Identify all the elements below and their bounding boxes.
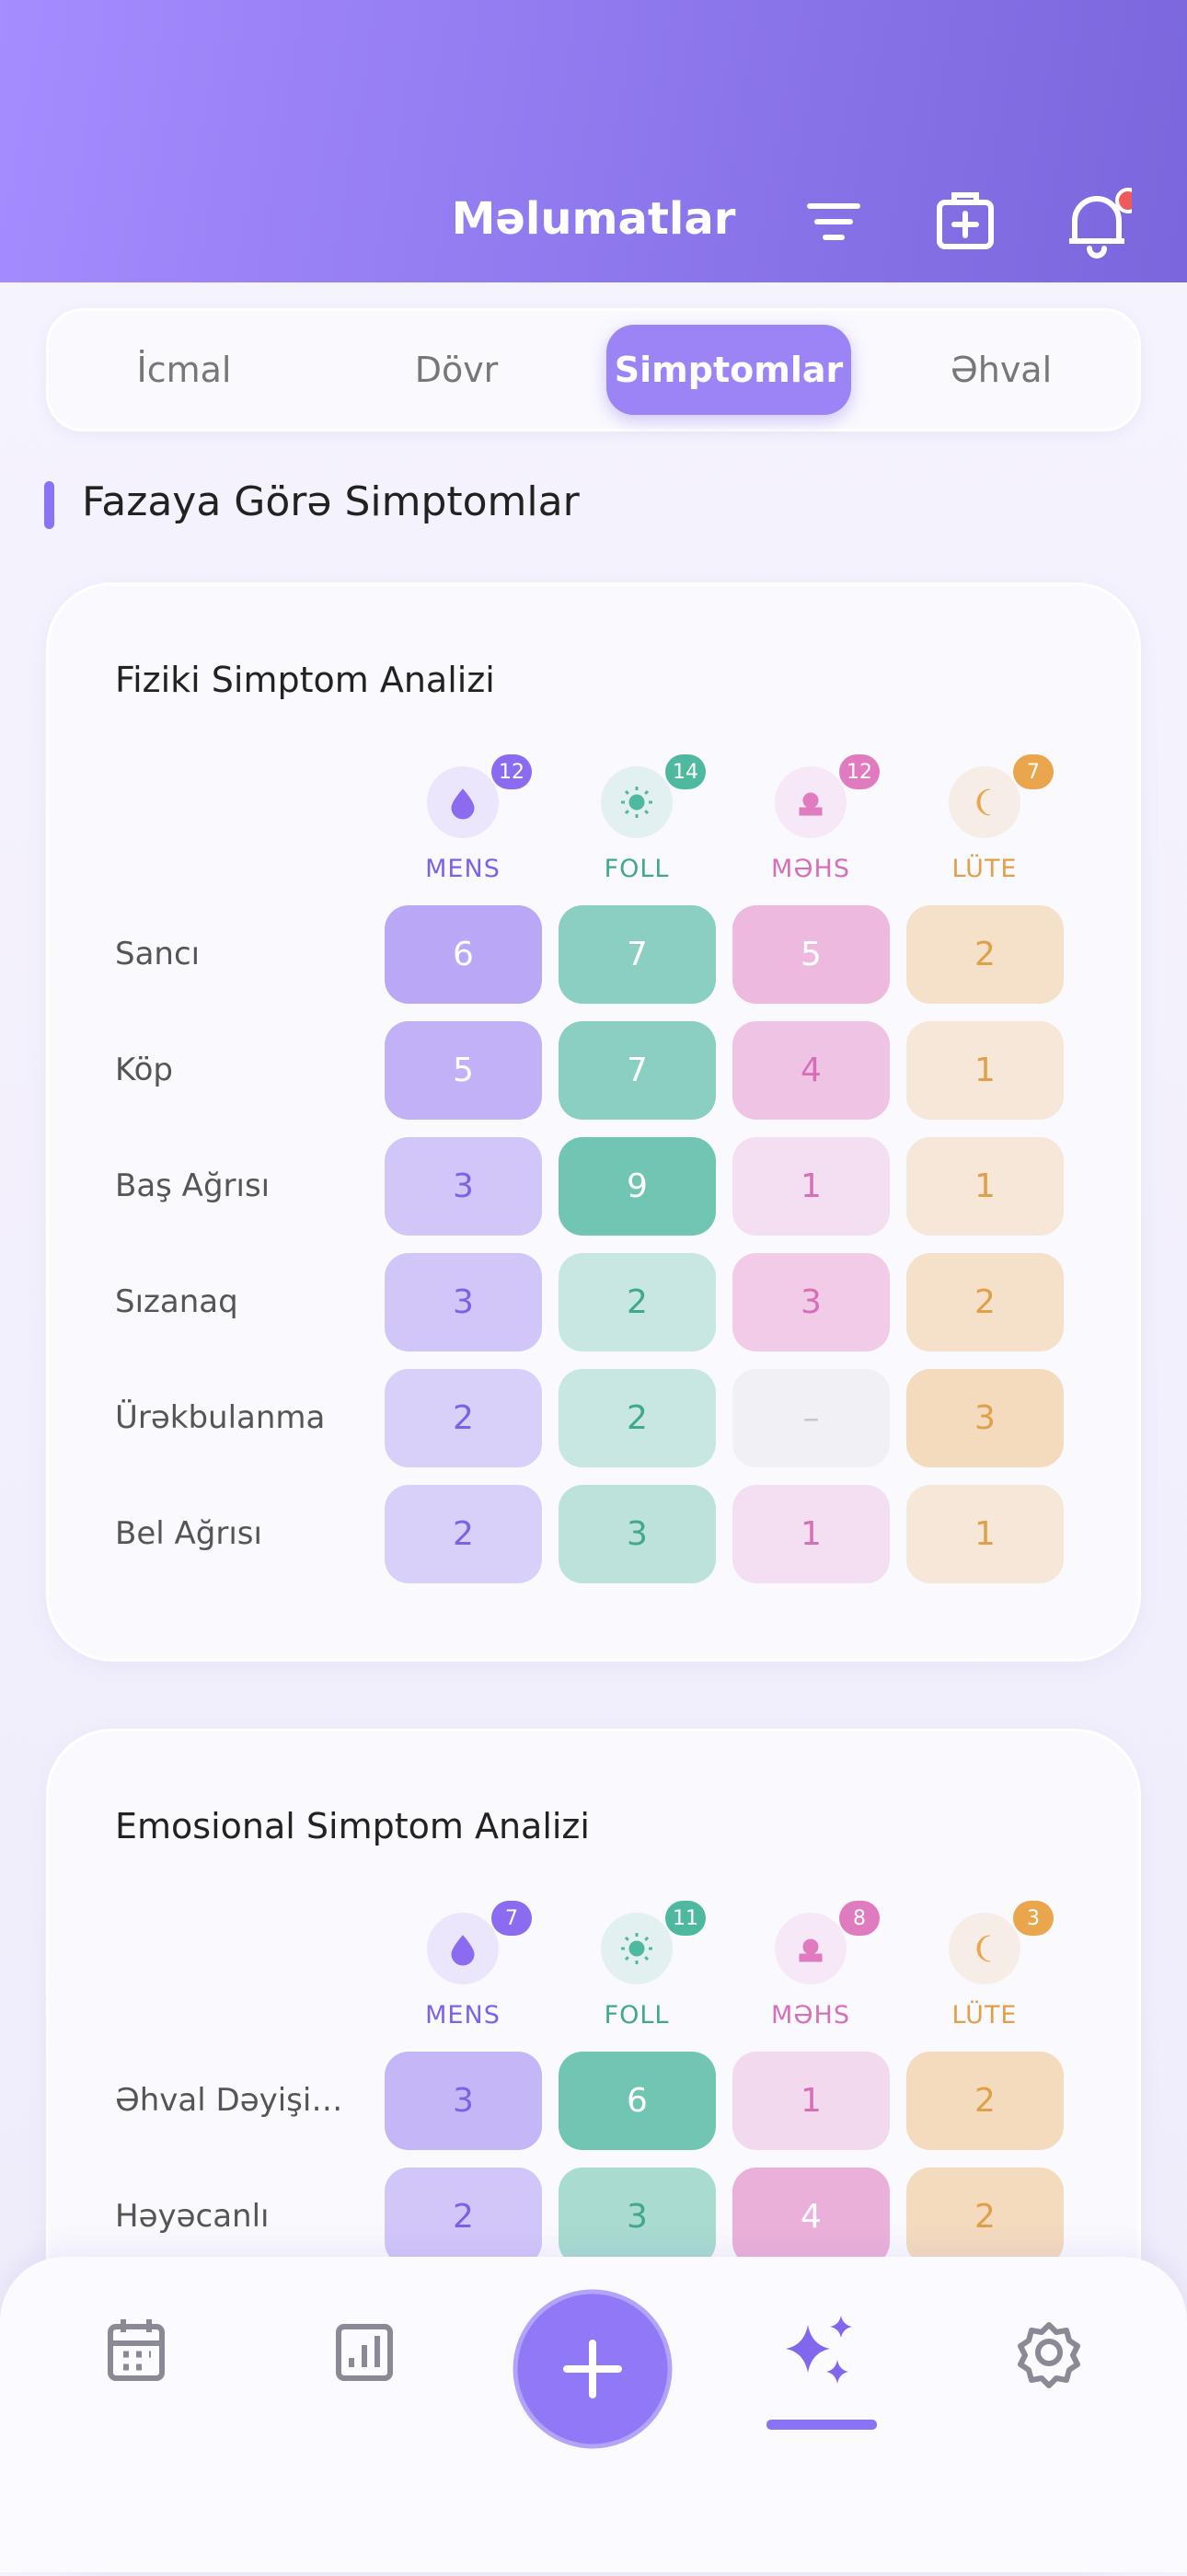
phase-count: 7	[491, 1901, 532, 1936]
phase-icon	[427, 1913, 499, 1984]
value-cell: 2	[906, 1253, 1064, 1351]
value-cell: 2	[906, 2052, 1064, 2150]
phase-count: 12	[839, 754, 880, 789]
value-cell: 2	[906, 2168, 1064, 2266]
insights-icon[interactable]	[786, 2316, 852, 2384]
value-cell: 2	[559, 1369, 716, 1467]
tab[interactable]: Əhval	[950, 350, 1053, 390]
phase-count: 11	[665, 1901, 706, 1936]
value-cell: 3	[385, 1253, 542, 1351]
nav-icons	[108, 2316, 1080, 2430]
calendar-icon[interactable]	[108, 2319, 165, 2381]
value-cell: 3	[559, 2168, 716, 2266]
phase-icon	[949, 766, 1020, 838]
value-cell: 2	[559, 1253, 716, 1351]
value-cell: 6	[385, 905, 542, 1004]
section-accent	[44, 481, 54, 529]
phase-count: 8	[839, 1901, 880, 1936]
notification-dot	[1115, 188, 1132, 213]
value-cell: 4	[732, 1021, 890, 1120]
row-label: Ürəkbulanma	[115, 1399, 326, 1436]
value-cell: 1	[732, 1485, 890, 1583]
value-cell: 1	[906, 1485, 1064, 1583]
phase-icon	[601, 766, 673, 838]
phase-label: MƏHS	[771, 855, 850, 883]
value-cell: 2	[385, 1369, 542, 1467]
phase-count: 14	[665, 754, 706, 789]
phase-count: 7	[1013, 754, 1054, 789]
value-cell: 6	[559, 2052, 716, 2150]
phase-icon	[949, 1913, 1020, 1984]
phase-icon	[601, 1913, 673, 1984]
value-cell: 1	[732, 2052, 890, 2150]
phase-label: LÜTE	[951, 855, 1018, 883]
row-label: Həyəcanlı	[115, 2198, 270, 2235]
phase-count: 12	[491, 754, 532, 789]
value-cell: 2	[906, 905, 1064, 1004]
header-icons	[807, 188, 1132, 259]
row-label: Sızanaq	[115, 1283, 238, 1320]
phase-icon	[775, 766, 847, 838]
card	[46, 582, 1141, 1662]
value-cell: –	[732, 1369, 890, 1467]
medkit-icon[interactable]	[937, 192, 994, 249]
settings-icon[interactable]	[1018, 2322, 1080, 2388]
value-cell: 3	[385, 2052, 542, 2150]
card-title: Emosional Simptom Analizi	[115, 1806, 590, 1846]
value-cell: 1	[732, 1137, 890, 1236]
value-cell: 9	[559, 1137, 716, 1236]
value-cell: 1	[906, 1021, 1064, 1120]
stats-icon[interactable]	[336, 2324, 393, 2381]
value-cell: 5	[732, 905, 890, 1004]
phase-label: LÜTE	[951, 2001, 1018, 2030]
phase-label: MENS	[425, 2001, 501, 2030]
value-cell: 7	[559, 1021, 716, 1120]
add-button[interactable]	[501, 2277, 685, 2461]
value-cell: 2	[385, 2168, 542, 2266]
value-cell: 5	[385, 1021, 542, 1120]
filter-icon[interactable]	[807, 203, 860, 240]
row-label: Baş Ağrısı	[115, 1167, 271, 1204]
phase-icon	[775, 1913, 847, 1984]
phase-label: FOLL	[604, 2001, 670, 2030]
tab-bar	[46, 308, 1141, 431]
row-label: Köp	[115, 1052, 173, 1088]
value-cell: 4	[732, 2168, 890, 2266]
row-label: Sancı	[115, 936, 201, 972]
header-title: Məlumatlar	[451, 193, 736, 245]
phase-label: MENS	[425, 855, 501, 883]
value-cell: 3	[732, 1253, 890, 1351]
row-label: Əhval Dəyişi…	[115, 2082, 343, 2119]
phase-label: FOLL	[604, 855, 670, 883]
value-cell: 3	[559, 1485, 716, 1583]
value-cell: 3	[385, 1137, 542, 1236]
bell-icon[interactable]	[1069, 196, 1124, 259]
tab[interactable]: Simptomlar	[606, 325, 851, 415]
phase-icon	[427, 766, 499, 838]
value-cell: 1	[906, 1137, 1064, 1236]
card-title: Fiziki Simptom Analizi	[115, 660, 495, 700]
phase-count: 3	[1013, 1901, 1054, 1936]
value-cell: 3	[906, 1369, 1064, 1467]
value-cell: 7	[559, 905, 716, 1004]
tab[interactable]: İcmal	[136, 350, 232, 390]
value-cell: 2	[385, 1485, 542, 1583]
row-label: Bel Ağrısı	[115, 1515, 262, 1552]
section-title: Fazaya Görə Simptomlar	[82, 478, 580, 525]
phase-label: MƏHS	[771, 2001, 850, 2030]
active-indicator	[766, 2420, 877, 2430]
tab[interactable]: Dövr	[414, 350, 499, 390]
